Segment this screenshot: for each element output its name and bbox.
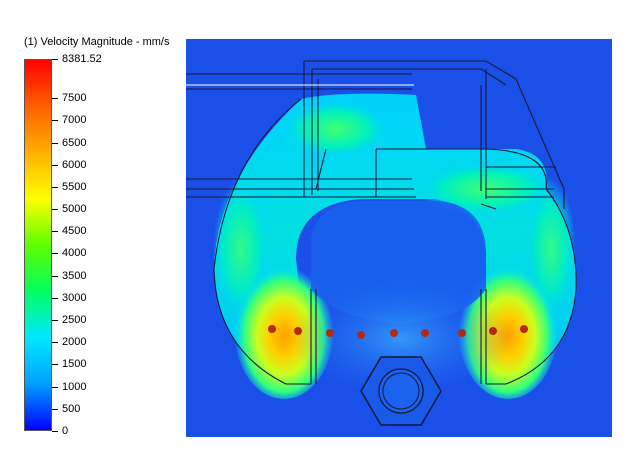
legend-tick-label: 3500	[62, 269, 87, 282]
legend-tick-mark	[52, 209, 58, 211]
probe-points	[268, 325, 528, 339]
velocity-legend: (1) Velocity Magnitude - mm/s 8381.52 750…	[0, 35, 186, 437]
legend-tick-label: 0	[62, 425, 69, 437]
legend-tick-label: 5000	[62, 203, 87, 216]
legend-tick-mark	[52, 253, 58, 255]
legend-tick-mark	[52, 275, 58, 277]
legend-tick-mark	[52, 142, 58, 144]
legend-tick-mark	[52, 231, 58, 233]
legend-tick-label: 7500	[62, 92, 87, 105]
probe-point	[390, 329, 398, 337]
contour-svg	[186, 39, 612, 437]
legend-tick-mark	[52, 59, 58, 60]
center-flow	[291, 279, 511, 399]
legend-tick-mark	[52, 320, 58, 322]
legend-tick-mark	[52, 98, 58, 100]
legend-tick-mark	[52, 120, 58, 122]
legend-tick-mark	[52, 342, 58, 344]
legend-tick-mark	[52, 408, 58, 410]
probe-point	[520, 325, 528, 333]
legend-tick-label: 500	[62, 402, 81, 415]
velocity-contour-plot[interactable]	[186, 39, 612, 437]
probe-point	[489, 327, 497, 335]
legend-tick-label: 7000	[62, 114, 87, 127]
probe-point	[268, 325, 276, 333]
legend-tick-label: 3000	[62, 291, 87, 304]
legend-tick-label: 1500	[62, 358, 87, 371]
probe-point	[421, 329, 429, 337]
probe-point	[326, 329, 334, 337]
legend-tick-label: 8381.52	[62, 53, 102, 65]
legend-tick-mark	[52, 386, 58, 388]
legend-tick-label: 6000	[62, 158, 87, 171]
probe-point	[458, 329, 466, 337]
probe-point	[357, 331, 365, 339]
legend-tick-mark	[52, 431, 58, 432]
probe-point	[294, 327, 302, 335]
legend-tick-label: 2000	[62, 336, 87, 349]
hex-bolt	[360, 356, 442, 426]
legend-tick-mark	[52, 164, 58, 166]
geometry-outlines	[186, 60, 577, 385]
legend-tick-label: 6500	[62, 136, 87, 149]
legend-tick-mark	[52, 186, 58, 188]
legend-tick-mark	[52, 364, 58, 366]
legend-tick-label: 5500	[62, 180, 87, 193]
legend-colorbar	[24, 59, 52, 431]
legend-tick-label: 1000	[62, 380, 87, 393]
legend-tick-label: 2500	[62, 314, 87, 327]
legend-tick-label: 4000	[62, 247, 87, 260]
flow-region-green-upper-left	[281, 99, 391, 159]
legend-title: (1) Velocity Magnitude - mm/s	[24, 36, 170, 48]
legend-tick-mark	[52, 297, 58, 299]
legend-tick-label: 4500	[62, 225, 87, 238]
